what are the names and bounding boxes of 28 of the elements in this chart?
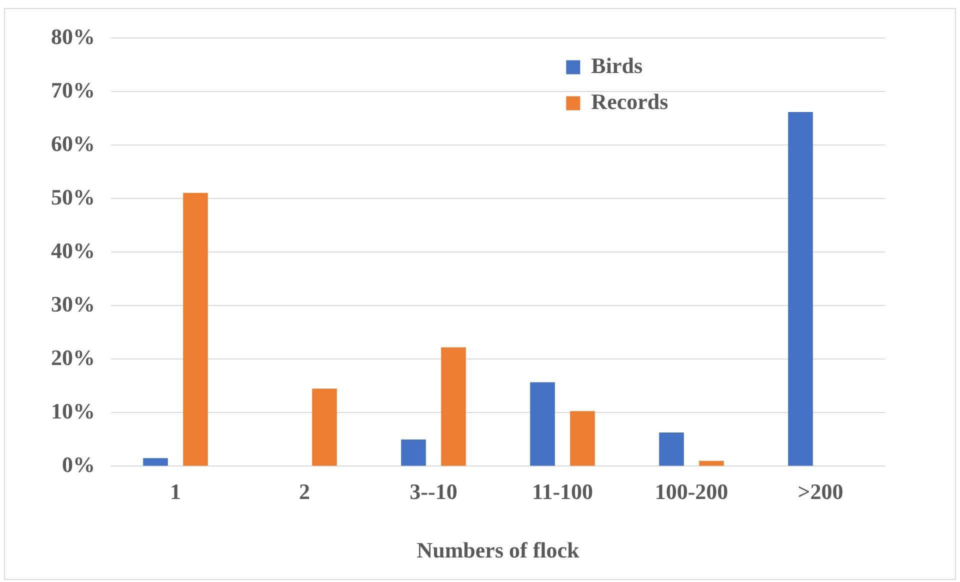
y-tick-label: 70% — [51, 77, 95, 102]
x-axis-title: Numbers of flock — [416, 537, 580, 562]
bar — [312, 388, 337, 466]
x-tick-label: 1 — [170, 479, 181, 504]
x-tick-label: >200 — [798, 479, 844, 504]
y-tick-label: 80% — [51, 24, 95, 49]
bar — [659, 432, 684, 466]
legend-label: Records — [591, 88, 669, 114]
y-tick-label: 40% — [51, 238, 95, 263]
x-tick-label: 3--10 — [410, 479, 458, 504]
x-tick-label: 11-100 — [532, 479, 594, 504]
bar — [530, 382, 555, 466]
y-tick-label: 10% — [51, 398, 95, 424]
bar — [401, 439, 426, 466]
bar — [699, 460, 724, 466]
legend-label: Birds — [591, 52, 643, 78]
bar — [183, 192, 208, 466]
y-tick-label: 30% — [51, 291, 95, 316]
bar — [570, 411, 595, 466]
y-tick-label: 60% — [51, 130, 95, 156]
y-tick-label: 50% — [51, 184, 95, 210]
x-tick-label: 100-200 — [654, 479, 728, 504]
y-tick-label: 20% — [51, 344, 95, 370]
bar — [143, 458, 168, 466]
bar — [441, 347, 466, 466]
bar — [788, 112, 813, 466]
x-tick-label: 2 — [299, 479, 310, 504]
y-tick-label: 0% — [62, 452, 95, 477]
